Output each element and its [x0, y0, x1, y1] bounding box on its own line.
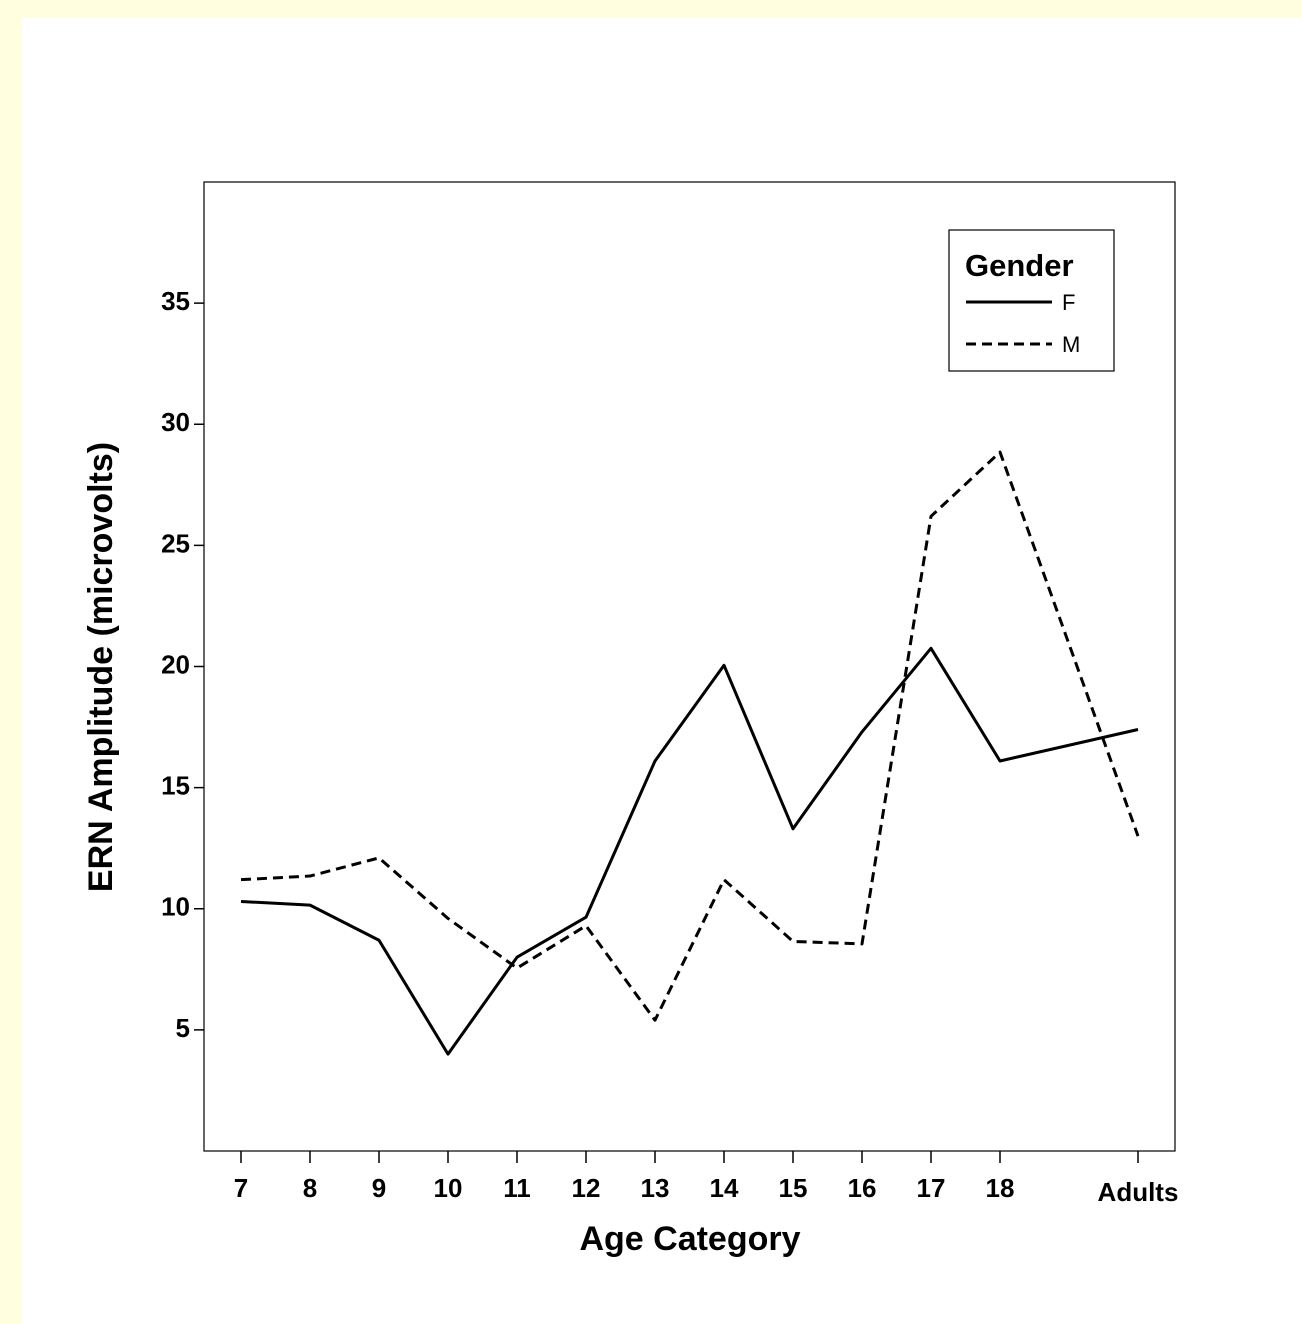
legend-label: M — [1062, 332, 1080, 357]
x-tick-label: 7 — [234, 1173, 248, 1203]
x-tick-label: 18 — [986, 1173, 1015, 1203]
series-line — [240, 450, 1140, 1022]
y-axis-title: ERN Amplitude (microvolts) — [82, 442, 120, 892]
x-tick-label: 10 — [434, 1173, 463, 1203]
y-tick-label: 30 — [161, 407, 190, 437]
legend-label: F — [1062, 290, 1075, 315]
x-tick-label: 11 — [503, 1173, 531, 1203]
series-line — [240, 646, 1139, 1056]
chart-background — [22, 18, 1302, 1324]
y-tick-label: 20 — [161, 649, 190, 679]
x-tick-label: 17 — [917, 1173, 946, 1203]
y-tick-label: 35 — [161, 286, 190, 316]
x-tick-label: 13 — [641, 1173, 670, 1203]
y-tick-label: 5 — [176, 1013, 190, 1043]
x-tick-label: 12 — [572, 1173, 601, 1203]
legend-title: Gender — [965, 248, 1074, 283]
x-tick-label: 8 — [303, 1173, 317, 1203]
x-axis-title: Age Category — [579, 1220, 800, 1258]
y-tick-label: 10 — [161, 892, 190, 922]
y-tick-label: 25 — [161, 528, 190, 558]
y-tick-label: 15 — [161, 771, 190, 801]
x-tick-label: 16 — [848, 1173, 877, 1203]
x-tick-label: Adults — [1098, 1177, 1179, 1207]
x-tick-label: 15 — [779, 1173, 808, 1203]
x-tick-label: 14 — [710, 1173, 739, 1203]
x-tick-label: 9 — [372, 1173, 386, 1203]
